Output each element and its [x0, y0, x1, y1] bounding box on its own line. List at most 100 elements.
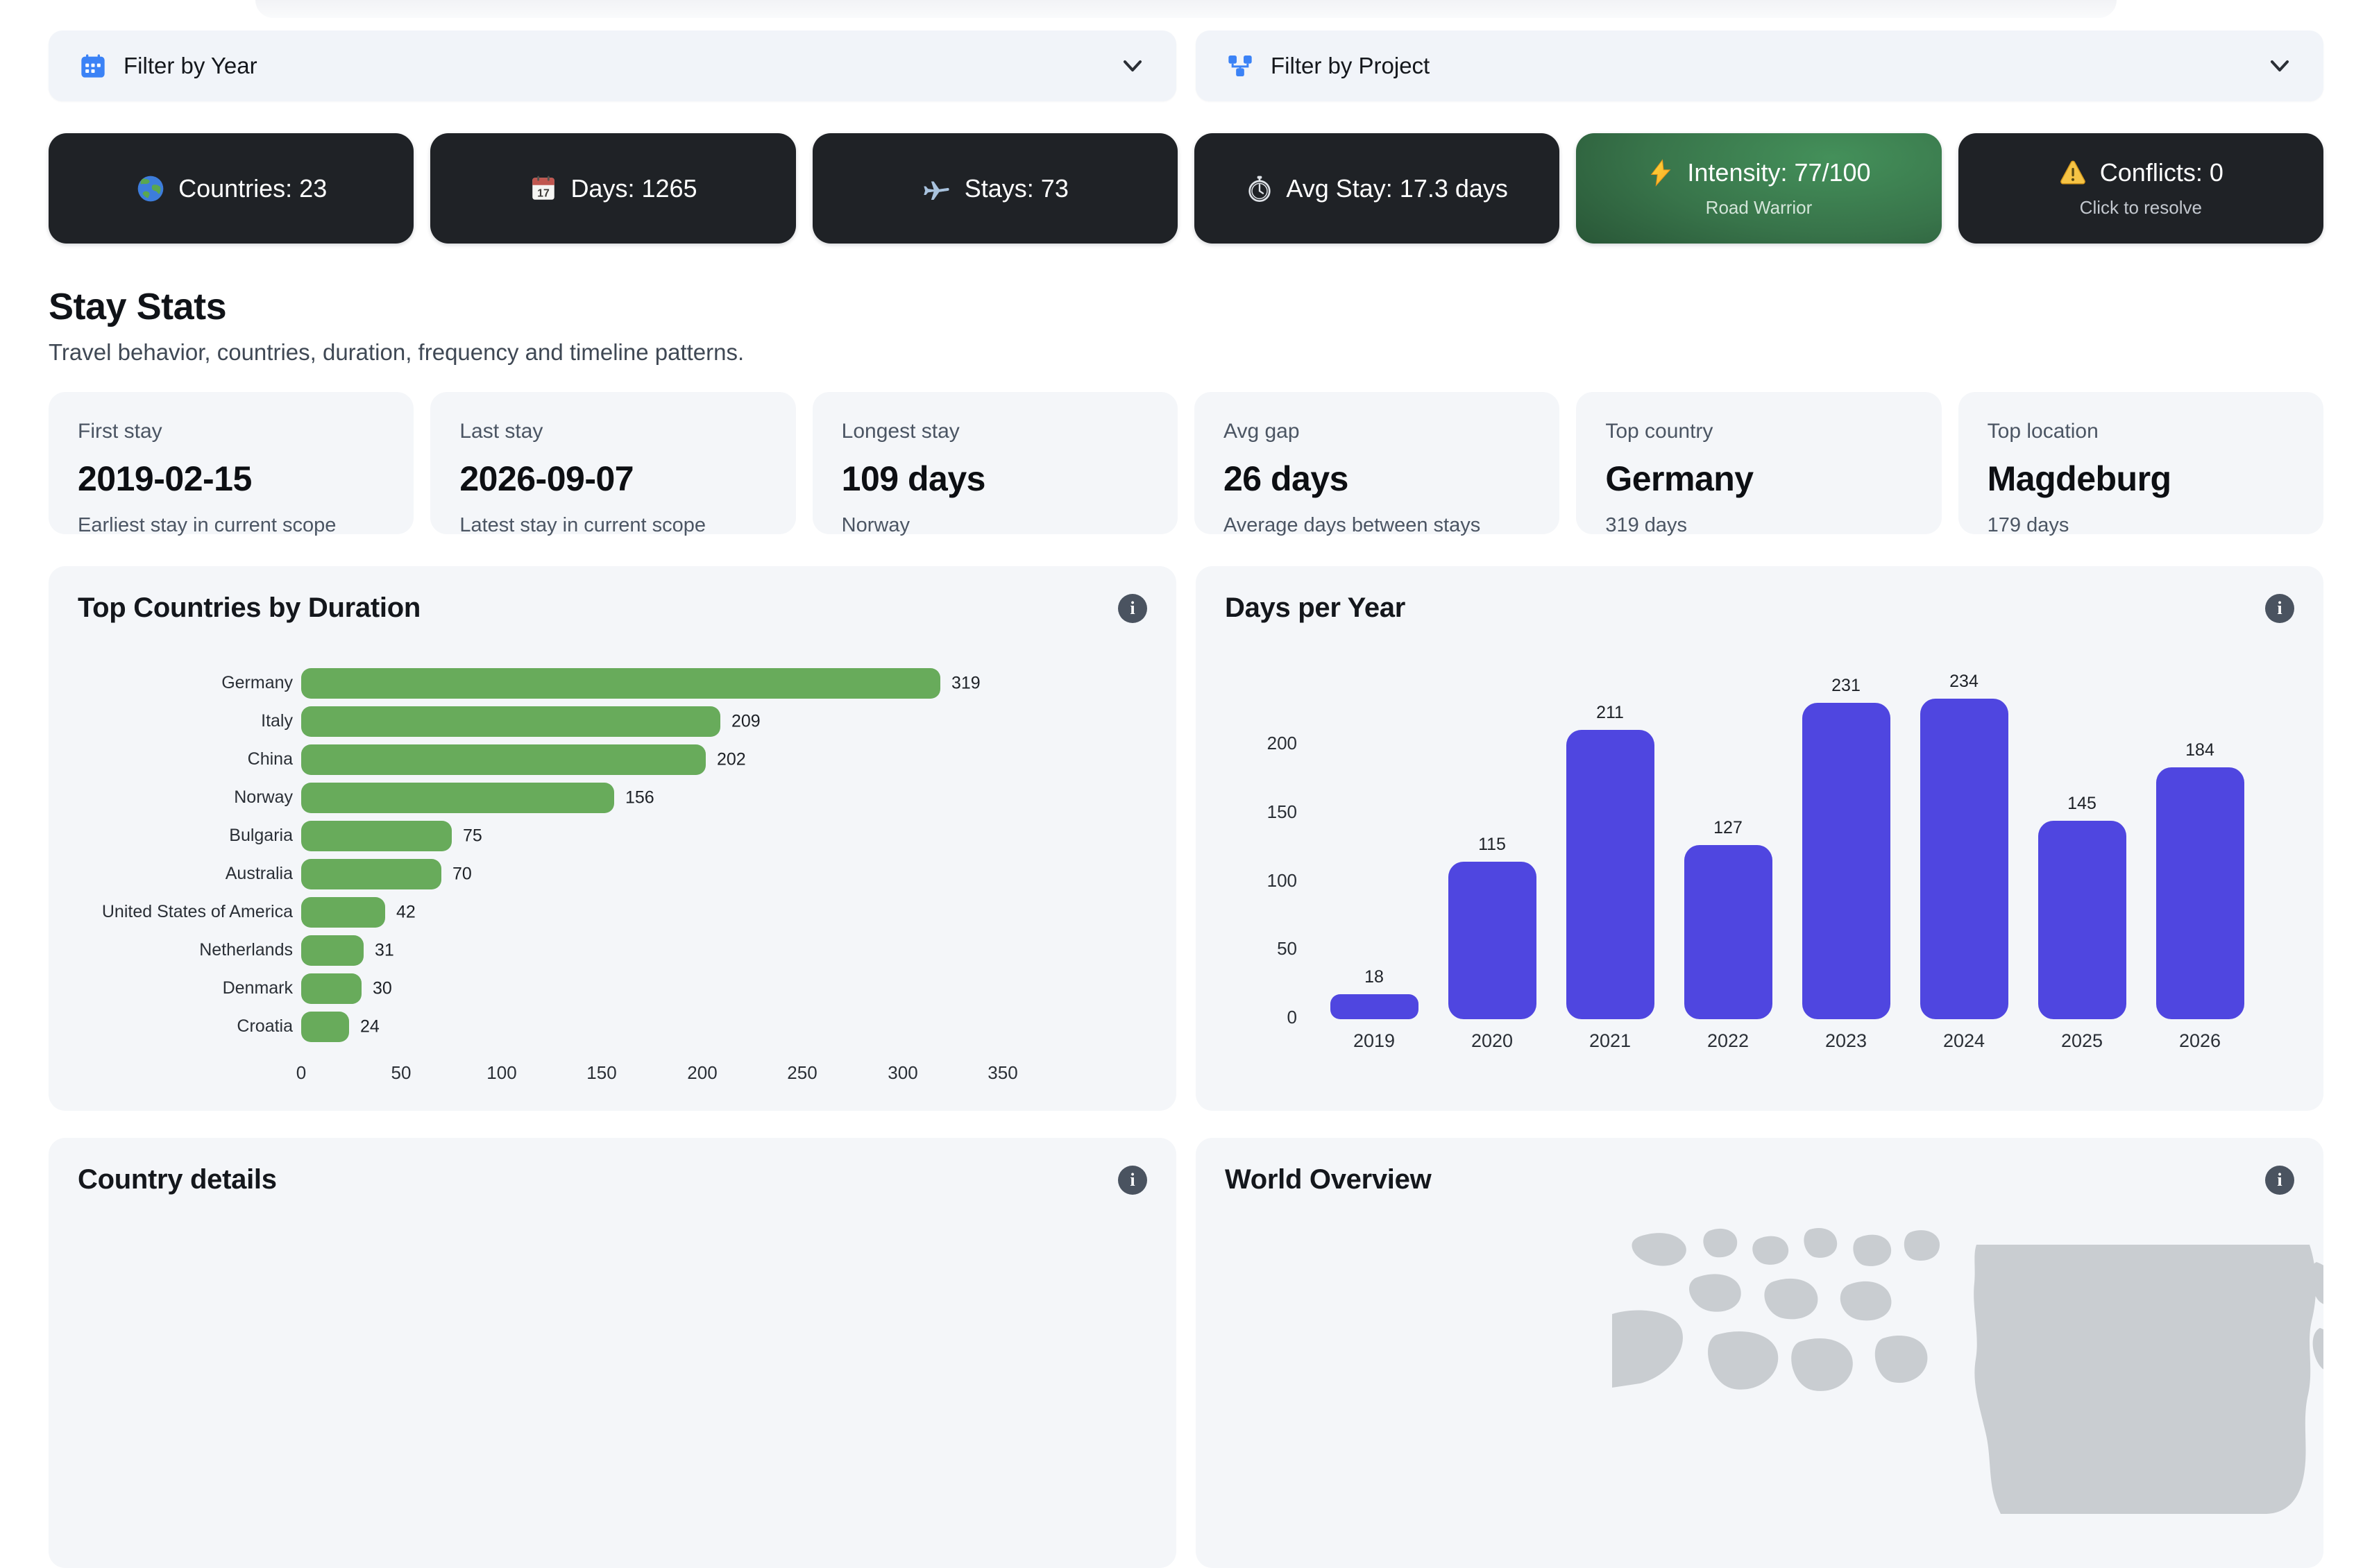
hbar-row: Croatia 24 [78, 1007, 1147, 1046]
hbar-rows: Germany319Italy209China202Norway156Bulga… [78, 664, 1147, 1046]
warning-icon [2058, 158, 2087, 187]
hbar-bar [301, 1012, 349, 1042]
hbar-axis-tick: 200 [687, 1062, 717, 1084]
bottom-card-row: Country details i World Overview i [49, 1138, 2323, 1568]
kpi-stays[interactable]: Stays: 73 [813, 133, 1178, 244]
info-icon[interactable]: i [1118, 1166, 1147, 1195]
card-title: Country details [78, 1164, 277, 1195]
stat-card-first-stay: First stay 2019-02-15 Earliest stay in c… [49, 392, 414, 534]
kpi-stays-label: Stays: 73 [965, 174, 1069, 203]
vbar-column: 1842026 [2141, 645, 2259, 1053]
hbar-bar [301, 668, 940, 699]
vbar-bar [1802, 703, 1890, 1019]
hbar-track: 202 [301, 744, 1003, 775]
hbar-value-label: 30 [373, 978, 392, 998]
hbar-bar [301, 821, 452, 851]
hbar-axis-tick: 350 [988, 1062, 1017, 1084]
kpi-days-label: Days: 1265 [570, 174, 697, 203]
hbar-axis-tick: 300 [888, 1062, 917, 1084]
card-title: World Overview [1225, 1164, 1431, 1195]
hbar-row: Germany319 [78, 664, 1147, 702]
vbar-category-label: 2024 [1905, 1030, 2023, 1053]
top-countries-chart-card: Top Countries by Duration i Germany319It… [49, 566, 1176, 1111]
dashboard: Filter by Year Filter by Project [0, 0, 2372, 1568]
kpi-pill-row: Countries: 23 17 Days: 1265 [49, 133, 2323, 244]
stat-label: First stay [78, 420, 384, 443]
kpi-conflicts[interactable]: Conflicts: 0 Click to resolve [1958, 133, 2323, 244]
hbar-axis-tick: 250 [787, 1062, 817, 1084]
hbar-track: 319 [301, 668, 1003, 699]
vbar-category-label: 2023 [1787, 1030, 1905, 1053]
hbar-track: 70 [301, 859, 1003, 889]
hbar-value-label: 209 [731, 711, 761, 731]
hbar-track: 31 [301, 935, 1003, 966]
hbar-bar [301, 783, 614, 813]
page-title: Stay Stats [49, 285, 2323, 328]
filter-row: Filter by Year Filter by Project [49, 31, 2323, 101]
kpi-avg-stay-label: Avg Stay: 17.3 days [1286, 174, 1508, 203]
hbar-axis-tick: 100 [486, 1062, 516, 1084]
vbar-category-label: 2020 [1433, 1030, 1551, 1053]
stat-sub: Norway [842, 514, 1149, 537]
hbar-category-label: Denmark [78, 978, 301, 998]
filter-by-year[interactable]: Filter by Year [49, 31, 1176, 101]
chart-row: Top Countries by Duration i Germany319It… [49, 566, 2323, 1111]
kpi-intensity[interactable]: Intensity: 77/100 Road Warrior [1576, 133, 1941, 244]
stat-sub: Average days between stays [1223, 514, 1530, 537]
vbar-value-label: 211 [1551, 703, 1669, 723]
vbar-bar [1448, 862, 1536, 1019]
info-icon[interactable]: i [1118, 594, 1147, 623]
vbar-bar [1330, 994, 1418, 1019]
stat-card-avg-gap: Avg gap 26 days Average days between sta… [1194, 392, 1559, 534]
info-icon[interactable]: i [2265, 594, 2294, 623]
vbar-value-label: 184 [2141, 740, 2259, 760]
hbar-value-label: 156 [625, 787, 654, 808]
vbar-column: 145 2025 [2023, 645, 2141, 1053]
hbar-row: United States of America 42 [78, 893, 1147, 931]
info-icon[interactable]: i [2265, 1166, 2294, 1195]
vbar-axis-tick: 0 [1287, 1007, 1297, 1028]
kpi-conflicts-sub: Click to resolve [2080, 197, 2202, 219]
kpi-countries[interactable]: Countries: 23 [49, 133, 414, 244]
vbar-bar [1684, 845, 1772, 1019]
vbar-column: 115 2020 [1433, 645, 1551, 1053]
hbar-track: 24 [301, 1012, 1003, 1042]
stat-sub: Earliest stay in current scope [78, 514, 384, 537]
filter-project-left: Filter by Project [1226, 52, 1430, 80]
kpi-avg-stay[interactable]: Avg Stay: 17.3 days [1194, 133, 1559, 244]
kpi-intensity-sub: Road Warrior [1706, 197, 1813, 219]
hbar-value-label: 31 [375, 940, 394, 960]
chevron-down-icon [2267, 58, 2293, 74]
hbar-value-label: 70 [452, 864, 472, 884]
stat-value: 2019-02-15 [78, 459, 384, 499]
hbar-category-label: United States of America [78, 902, 301, 922]
hbar-track: 42 [301, 897, 1003, 928]
vbar-column: 1272022 [1669, 645, 1787, 1053]
stat-label: Top country [1605, 420, 1912, 443]
hbar-value-label: 24 [360, 1016, 380, 1037]
filter-project-label: Filter by Project [1271, 53, 1430, 79]
airplane-icon [922, 173, 952, 204]
stat-sub: 319 days [1605, 514, 1912, 537]
kpi-days[interactable]: 17 Days: 1265 [430, 133, 795, 244]
hbar-bar [301, 897, 385, 928]
world-map [1612, 1224, 2323, 1515]
filter-by-project[interactable]: Filter by Project [1196, 31, 2323, 101]
stat-label: Top location [1988, 420, 2294, 443]
country-details-card: Country details i [49, 1138, 1176, 1568]
vbar-columns: 1820191152020211202112720222312023234202… [1315, 645, 2259, 1053]
stat-card-longest-stay: Longest stay 109 days Norway [813, 392, 1178, 534]
vbar-column: 182019 [1315, 645, 1433, 1053]
kpi-countries-label: Countries: 23 [178, 174, 327, 203]
svg-text:17: 17 [538, 187, 550, 199]
hbar-row: Norway156 [78, 778, 1147, 817]
vbar-category-label: 2025 [2023, 1030, 2141, 1053]
hbar-value-label: 75 [463, 826, 482, 846]
vbar-value-label: 145 [2023, 794, 2141, 814]
hbar-category-label: Croatia [78, 1016, 301, 1037]
hbar-bar [301, 744, 706, 775]
stat-value: 109 days [842, 459, 1149, 499]
hbar-value-label: 42 [396, 902, 416, 922]
vbar-value-label: 115 [1433, 835, 1551, 855]
vbar-axis-tick: 50 [1277, 938, 1297, 960]
